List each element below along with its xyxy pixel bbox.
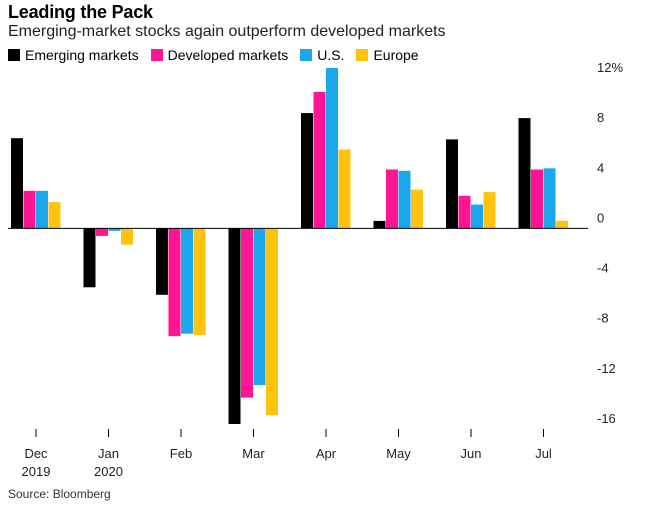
bar <box>338 149 351 229</box>
x-tick-label: Jun <box>461 446 482 461</box>
bar <box>483 192 496 229</box>
bar <box>386 169 398 229</box>
legend-swatch <box>150 49 163 61</box>
bar <box>36 190 48 229</box>
x-tick-label: Dec <box>24 446 48 461</box>
bar <box>518 118 531 229</box>
x-tick-label: Mar <box>242 446 265 461</box>
y-tick-label: -4 <box>597 261 609 276</box>
legend-swatch <box>8 49 20 61</box>
chart-subtitle: Emerging-market stocks again outperform … <box>8 23 446 40</box>
bar <box>48 202 61 229</box>
bar <box>121 228 133 245</box>
bar <box>266 228 278 416</box>
bar <box>458 195 471 229</box>
legend-label: Europe <box>373 47 419 63</box>
bar <box>543 168 556 229</box>
y-tick-label: 8 <box>597 110 604 125</box>
bar <box>446 139 458 229</box>
x-tick-label: Jul <box>535 446 552 461</box>
chart-title: Leading the Pack <box>8 2 153 22</box>
legend-label: Developed markets <box>167 47 289 63</box>
bar <box>373 220 386 229</box>
legend-swatch <box>300 49 313 61</box>
y-tick-label: -12 <box>597 361 616 376</box>
legend-item: Europe <box>356 47 419 63</box>
x-tick-label: Jan <box>98 446 119 461</box>
bar <box>228 228 241 424</box>
y-tick-label: 12% <box>597 60 623 75</box>
bar <box>313 91 326 229</box>
bar <box>531 169 543 229</box>
bar <box>168 228 181 337</box>
bar <box>11 138 23 229</box>
source-note: Source: Bloomberg <box>8 487 111 501</box>
legend-item: Developed markets <box>150 47 289 63</box>
x-tick-label: Feb <box>170 446 192 461</box>
bar <box>556 220 568 229</box>
bar <box>241 228 253 398</box>
bar <box>193 228 206 335</box>
legend-label: U.S. <box>317 47 345 63</box>
y-tick-label: 4 <box>597 160 604 175</box>
legend-label: Emerging markets <box>25 47 139 63</box>
bar <box>96 228 108 236</box>
legend-item: Emerging markets <box>8 47 139 63</box>
bar <box>326 68 338 229</box>
bar <box>411 189 423 229</box>
bar <box>156 228 168 295</box>
x-tick-label-year: 2020 <box>94 464 123 479</box>
bar <box>23 190 36 229</box>
x-tick-label: May <box>386 446 411 461</box>
y-tick-label: -16 <box>597 411 616 426</box>
bar <box>398 170 411 229</box>
y-tick-label: -8 <box>597 311 609 326</box>
bar <box>181 228 193 334</box>
bar <box>108 228 121 231</box>
legend: Emerging markets Developed markets U.S. Eur… <box>8 47 431 63</box>
x-tick-label-year: 2019 <box>22 464 51 479</box>
bar <box>471 204 483 229</box>
bar <box>301 113 313 229</box>
legend-swatch <box>356 49 369 61</box>
x-tick-label: Apr <box>316 446 337 461</box>
y-tick-label: 0 <box>597 210 604 225</box>
legend-item: U.S. <box>300 47 344 63</box>
bar <box>83 228 96 288</box>
bar <box>253 228 266 386</box>
